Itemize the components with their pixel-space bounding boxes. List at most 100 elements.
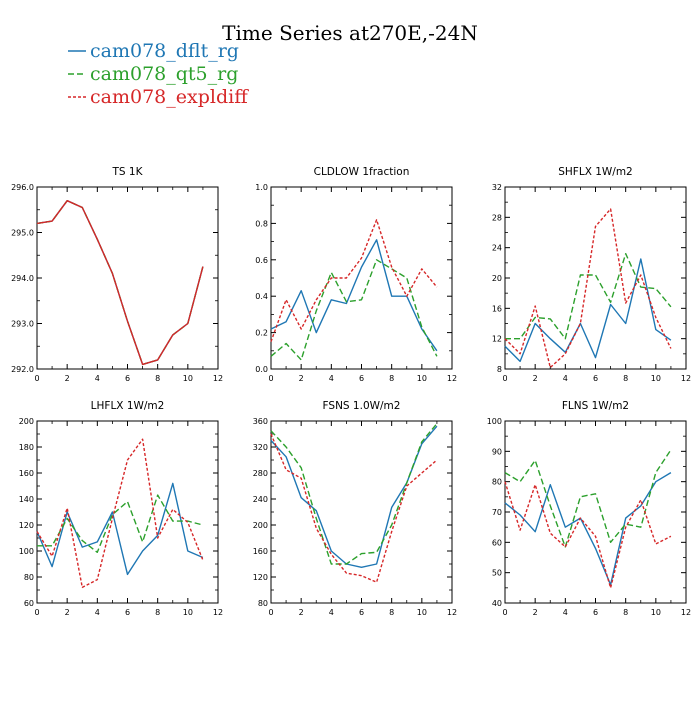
- x-tick-label: 2: [533, 608, 538, 617]
- x-tick-label: 6: [359, 608, 364, 617]
- y-tick-label: 240: [253, 495, 268, 504]
- y-tick-label: 320: [253, 443, 268, 452]
- y-tick-label: 0.0: [255, 365, 268, 374]
- x-tick-label: 10: [651, 374, 661, 383]
- x-tick-label: 2: [533, 374, 538, 383]
- series-line: [36, 199, 204, 366]
- series-line: [270, 433, 438, 583]
- x-tick-label: 0: [502, 374, 507, 383]
- series-line: [505, 252, 672, 340]
- y-tick-label: 280: [253, 469, 268, 478]
- y-tick-label: 70: [492, 508, 502, 517]
- y-tick-label: 28: [492, 213, 502, 222]
- y-tick-label: 0.2: [255, 329, 268, 338]
- x-tick-label: 12: [447, 608, 457, 617]
- x-tick-label: 2: [299, 374, 304, 383]
- x-tick-label: 12: [447, 374, 457, 383]
- panel-title: LHFLX 1W/m2: [91, 400, 165, 412]
- series-line: [270, 219, 438, 342]
- series-line: [270, 259, 438, 361]
- plot-frame: [504, 420, 687, 604]
- x-tick-label: 10: [183, 608, 193, 617]
- x-tick-label: 4: [95, 374, 100, 383]
- y-tick-label: 160: [19, 469, 34, 478]
- legend-entry: cam078_dflt_rg: [68, 40, 239, 62]
- x-tick-label: 6: [359, 374, 364, 383]
- y-tick-label: 32: [492, 183, 502, 192]
- panel-title: CLDLOW 1fraction: [314, 166, 410, 178]
- legend-entry: cam078_qt5_rg: [68, 63, 238, 85]
- panels: TS 1K0 2 4 6 8 10 12292.0293.0294.0295.0296.0C…: [11, 166, 691, 617]
- x-tick-label: 8: [389, 374, 394, 383]
- series-line: [504, 208, 672, 369]
- y-tick-label: 60: [24, 599, 34, 608]
- x-tick-label: 10: [651, 608, 661, 617]
- series-line: [36, 482, 204, 576]
- panel: FLNS 1W/m2 0 2 4 6 8 10 12 40 50 60 70 80 90 100: [487, 400, 691, 617]
- y-tick-label: 180: [19, 443, 34, 452]
- y-tick-label: 120: [19, 521, 34, 530]
- y-tick-label: 60: [492, 538, 502, 547]
- x-tick-label: 0: [34, 608, 39, 617]
- legend-entry: cam078_expldiff: [68, 86, 249, 108]
- y-tick-label: 295.0: [11, 229, 34, 238]
- y-tick-label: 100: [19, 547, 34, 556]
- y-tick-label: 100: [487, 417, 502, 426]
- x-tick-label: 8: [623, 608, 628, 617]
- y-tick-label: 200: [253, 521, 268, 530]
- x-tick-label: 12: [681, 608, 691, 617]
- legend: cam078_dflt_rgcam078_qt5_rgcam078_expldi…: [68, 40, 249, 108]
- x-tick-label: 10: [417, 374, 427, 383]
- legend-label: cam078_expldiff: [90, 86, 249, 108]
- y-tick-label: 296.0: [11, 183, 34, 192]
- y-tick-label: 20: [492, 274, 502, 283]
- x-tick-label: 10: [417, 608, 427, 617]
- x-tick-label: 12: [213, 608, 223, 617]
- x-tick-label: 0: [268, 374, 273, 383]
- x-tick-label: 6: [125, 374, 130, 383]
- panel: CLDLOW 1fraction 0 2 4 6 8 10 12 0.0 0.2 0.4 0.6 0.8…: [255, 166, 457, 383]
- panel-title: TS 1K: [112, 166, 144, 178]
- x-tick-label: 8: [155, 608, 160, 617]
- y-tick-label: 40: [492, 599, 502, 608]
- y-tick-label: 24: [492, 244, 502, 253]
- y-tick-label: 12: [492, 335, 502, 344]
- plot-frame: [504, 186, 687, 370]
- series-line: [37, 494, 204, 553]
- x-tick-label: 0: [502, 608, 507, 617]
- y-tick-label: 0.4: [255, 292, 268, 301]
- y-tick-label: 140: [19, 495, 34, 504]
- x-tick-label: 0: [34, 374, 39, 383]
- plot-frame: [36, 420, 219, 604]
- series-line: [36, 199, 204, 366]
- panel-title: FSNS 1.0W/m2: [323, 400, 401, 412]
- y-tick-label: 120: [253, 573, 268, 582]
- series-line: [270, 423, 438, 565]
- y-tick-label: 292.0: [11, 365, 34, 374]
- x-tick-label: 6: [593, 374, 598, 383]
- legend-label: cam078_dflt_rg: [90, 40, 239, 62]
- series-line: [36, 199, 204, 366]
- figure-title: Time Series at270E,-24N: [222, 21, 478, 45]
- y-tick-label: 293.0: [11, 320, 34, 329]
- y-tick-label: 0.8: [255, 219, 268, 228]
- series-line: [36, 438, 204, 589]
- plot-frame: [36, 186, 219, 370]
- series-line: [270, 425, 438, 568]
- plot-frame: [270, 186, 453, 370]
- x-tick-label: 8: [623, 374, 628, 383]
- x-tick-label: 10: [183, 374, 193, 383]
- y-tick-label: 294.0: [11, 274, 34, 283]
- x-tick-label: 4: [563, 374, 568, 383]
- panel: TS 1K 0 2 4 6 8 10 12 292.0 293.0 294.0 295.0 296.0: [11, 166, 223, 383]
- y-tick-label: 80: [492, 478, 502, 487]
- x-tick-label: 8: [155, 374, 160, 383]
- x-tick-label: 4: [95, 608, 100, 617]
- x-tick-label: 8: [389, 608, 394, 617]
- legend-label: cam078_qt5_rg: [90, 63, 238, 85]
- series-line: [270, 239, 438, 352]
- x-tick-label: 12: [681, 374, 691, 383]
